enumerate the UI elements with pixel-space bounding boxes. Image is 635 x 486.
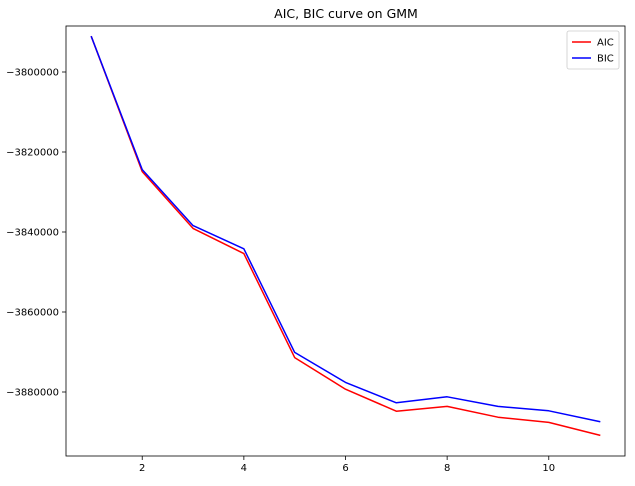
- y-tick-label: −3800000: [6, 68, 59, 79]
- series-line-aic: [90, 35, 601, 437]
- legend: AIC BIC: [566, 30, 620, 70]
- y-tick-label: −3840000: [6, 228, 59, 239]
- legend-box: [566, 30, 620, 70]
- x-tick-label: 10: [542, 463, 555, 474]
- chart-title: AIC, BIC curve on GMM: [274, 6, 418, 21]
- legend-label-bic: BIC: [597, 54, 614, 65]
- legend-label-aic: AIC: [597, 38, 614, 49]
- y-tick-label: −3820000: [6, 148, 59, 159]
- x-tick-label: 8: [444, 463, 450, 474]
- x-tick-label: 4: [241, 463, 247, 474]
- y-tick-label: −3860000: [6, 308, 59, 319]
- x-tick-label: 2: [139, 463, 145, 474]
- plot-area: 2 4 6 8 10 −3800000 −3820000 −3840000 −3860000 −3…: [6, 25, 626, 474]
- y-tick-label: −3880000: [6, 388, 59, 399]
- x-tick-label: 6: [342, 463, 348, 474]
- series-line-bic: [90, 35, 601, 423]
